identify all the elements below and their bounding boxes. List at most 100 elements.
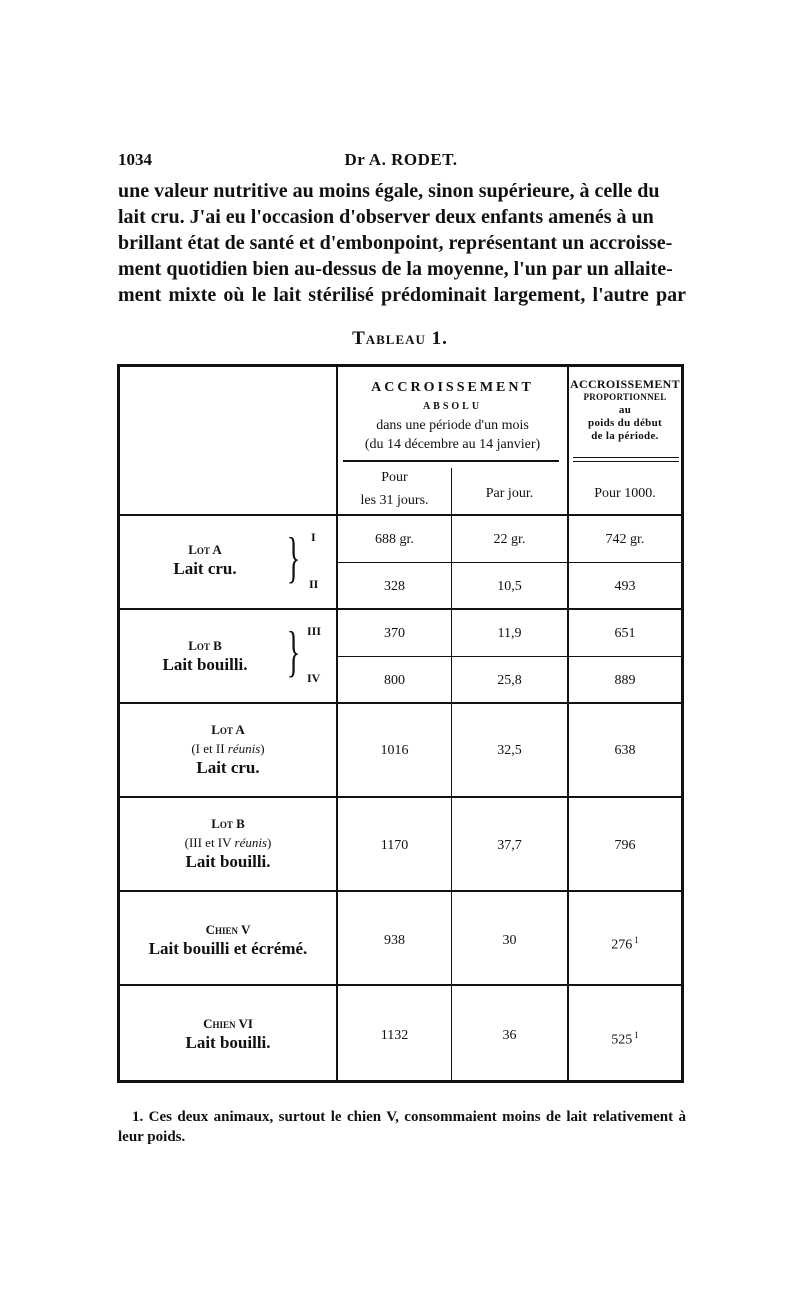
row-rule <box>120 984 681 986</box>
header-absolu-title: ACCROISSEMENT <box>371 380 534 395</box>
footnote-ref: 1 <box>634 1030 639 1040</box>
running-head: 1034 Dr A. RODET. <box>118 150 684 174</box>
column-divider <box>336 364 338 1083</box>
group-prefix: (III et IV <box>184 835 235 850</box>
value: 525 <box>611 1032 633 1048</box>
lot-a-union-group: (I et II réunis) <box>120 739 336 758</box>
group-italic: réunis <box>234 835 268 850</box>
chien-vi-label: Chien VI Lait bouilli. <box>120 1014 336 1052</box>
cell-per-day: 36 <box>502 1028 517 1043</box>
cell-per-1000: 796 <box>614 838 636 853</box>
header-absolu-period: dans une période d'un mois <box>376 418 529 433</box>
body-line: brillant état de santé et d'embonpoint, … <box>118 232 673 254</box>
cell-per-day: 10,5 <box>497 579 522 594</box>
cell-per-day: 30 <box>502 933 517 948</box>
lot-a-union-name: Lot A <box>211 722 245 737</box>
body-paragraph: une valeur nutritive au moins égale, sin… <box>118 178 686 308</box>
row-rule <box>120 514 681 516</box>
cell-per-1000: 525 1 <box>569 1026 681 1050</box>
footnote-text: Ces deux animaux, surtout le chien V, co… <box>118 1109 686 1145</box>
chien-v-desc: Lait bouilli et écrémé. <box>148 939 308 958</box>
lot-a-desc: Lait cru. <box>173 559 237 578</box>
cell-per-day: 11,9 <box>497 626 522 641</box>
cell-total: 1016 <box>380 743 409 758</box>
header-absolu-subtitle: ABSOLU <box>422 401 483 412</box>
cell-per-1000: 742 gr. <box>605 532 645 547</box>
group-suffix: ) <box>260 741 265 756</box>
column-divider <box>451 468 452 1083</box>
header-rule <box>573 457 679 458</box>
body-line: lait cru. J'ai eu l'occasion d'observer … <box>118 206 654 228</box>
footnote-ref: 1 <box>634 935 639 945</box>
column-divider <box>567 364 569 1083</box>
footnote: 1. Ces deux animaux, surtout le chien V,… <box>118 1107 686 1147</box>
table-border-bottom <box>117 1080 684 1083</box>
brace-lot-a: } <box>286 527 301 589</box>
value: 276 <box>611 937 633 953</box>
lot-a-label: Lot A Lait cru. <box>120 540 290 578</box>
chien-vi-name: Chien VI <box>203 1016 253 1031</box>
table-border-left <box>117 364 120 1083</box>
group-suffix: ) <box>267 835 272 850</box>
header-prop-line: au <box>618 404 632 416</box>
lot-a-union-desc: Lait cru. <box>196 758 260 777</box>
footnote-marker: 1. <box>132 1109 144 1125</box>
row-rule <box>120 890 681 892</box>
row-rule <box>120 796 681 798</box>
table-border-right <box>681 364 684 1083</box>
table-border-top <box>117 364 684 367</box>
row-id-iv: IV <box>307 671 321 685</box>
cell-total: 1170 <box>380 838 409 853</box>
body-line: ment quotidien bien au-dessus de la moye… <box>118 258 673 280</box>
lot-b-union-label: Lot B (III et IV réunis) Lait bouilli. <box>120 814 336 871</box>
lot-b-union-name: Lot B <box>211 816 245 831</box>
lot-a-name: Lot A <box>188 542 222 557</box>
cell-per-day: 32,5 <box>497 743 522 758</box>
cell-total: 370 <box>384 626 405 641</box>
table-title: Tableau 1. <box>352 328 448 349</box>
row-rule <box>120 608 681 610</box>
header-prop-line: poids du début <box>588 417 662 429</box>
cell-per-1000: 651 <box>614 626 636 641</box>
running-head-author: Dr A. RODET. <box>344 150 458 169</box>
row-id-ii: II <box>309 577 319 591</box>
data-table: ACCROISSEMENT ABSOLU dans une période d'… <box>117 364 684 1083</box>
header-col-per-1000: Pour 1000. <box>594 486 656 501</box>
header-col-total-line: Pour <box>381 470 408 485</box>
cell-per-day: 37,7 <box>497 838 522 853</box>
row-id-iii: III <box>307 624 322 638</box>
cell-per-day: 22 gr. <box>493 532 526 547</box>
header-col-per-day: Par jour. <box>485 486 534 501</box>
header-brace-line <box>343 460 559 462</box>
page-number: 1034 <box>118 150 152 169</box>
row-rule <box>120 702 681 704</box>
header-prop-title: ACCROISSEMENT <box>570 377 680 391</box>
lot-b-name: Lot B <box>188 638 222 653</box>
lot-b-union-group: (III et IV réunis) <box>120 833 336 852</box>
lot-b-desc: Lait bouilli. <box>162 655 248 674</box>
body-line: une valeur nutritive au moins égale, sin… <box>118 180 660 202</box>
cell-total: 1132 <box>380 1028 409 1043</box>
cell-per-day: 25,8 <box>497 673 522 688</box>
row-rule <box>338 656 681 657</box>
cell-total: 800 <box>384 673 405 688</box>
row-rule <box>338 562 681 563</box>
lot-a-union-label: Lot A (I et II réunis) Lait cru. <box>120 720 336 777</box>
lot-b-label: Lot B Lait bouilli. <box>120 636 290 674</box>
cell-per-1000: 276 1 <box>569 931 681 955</box>
header-absolu-dates: (du 14 décembre au 14 janvier) <box>364 437 541 452</box>
brace-lot-b: } <box>286 621 301 683</box>
chien-v-label: Chien V Lait bouilli et écrémé. <box>120 920 336 958</box>
lot-b-union-desc: Lait bouilli. <box>185 852 271 871</box>
body-line: ment mixte où le lait stérilisé prédomin… <box>118 284 686 306</box>
cell-total: 688 gr. <box>375 532 414 547</box>
cell-per-1000: 889 <box>614 673 636 688</box>
header-proportionnel: ACCROISSEMENT PROPORTIONNEL au poids du … <box>569 378 681 443</box>
chien-v-name: Chien V <box>205 922 251 937</box>
group-italic: réunis <box>227 741 261 756</box>
header-prop-subtitle: PROPORTIONNEL <box>583 392 667 402</box>
row-id-i: I <box>311 530 316 544</box>
header-col-total: Pour les 31 jours. <box>338 468 451 510</box>
cell-total: 328 <box>384 579 405 594</box>
